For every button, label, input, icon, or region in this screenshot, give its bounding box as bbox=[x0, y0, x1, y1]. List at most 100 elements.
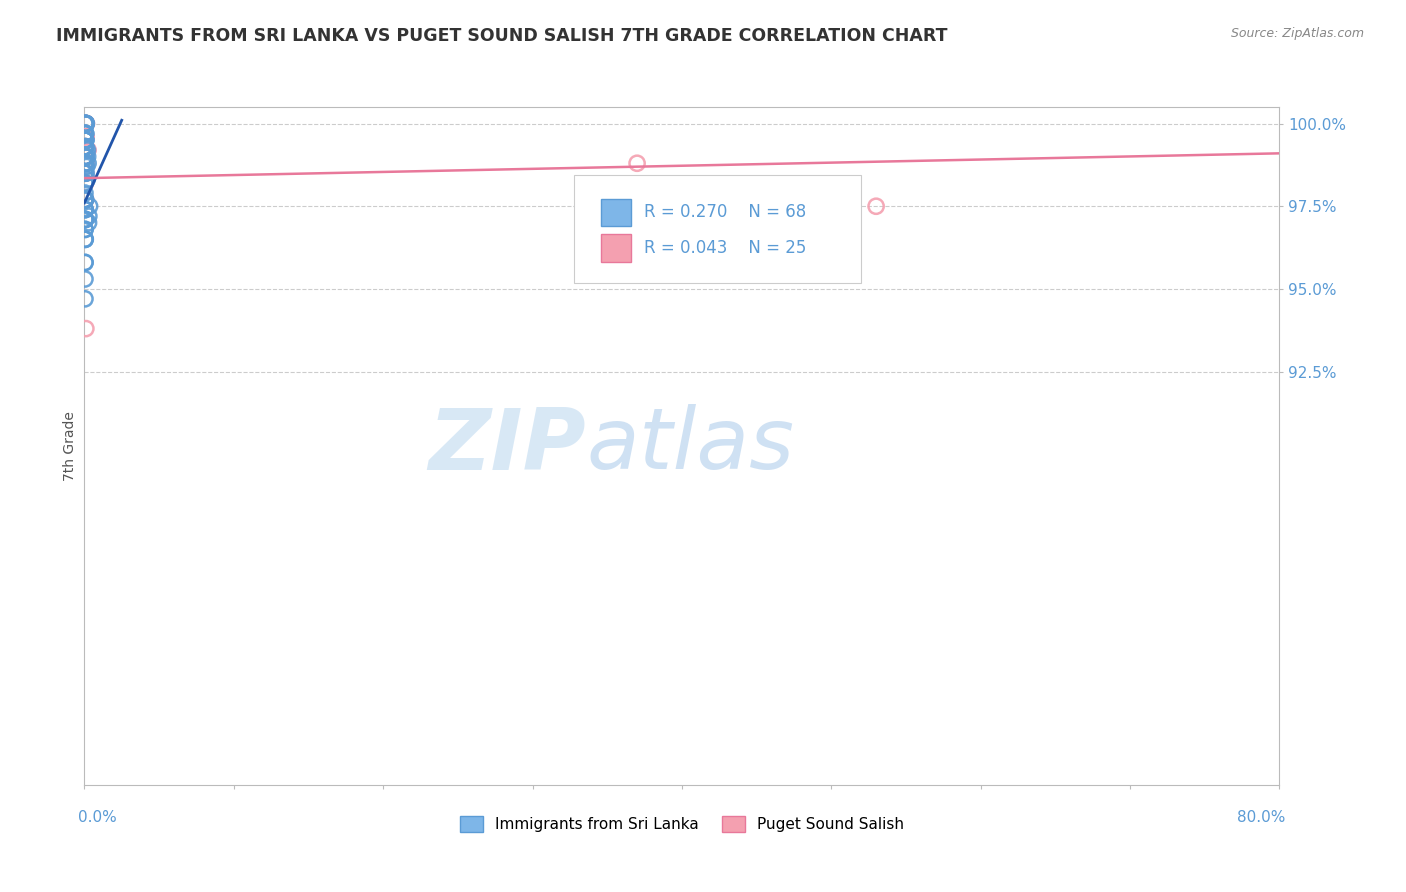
Point bbox=[75, 166, 97, 180]
Text: Source: ZipAtlas.com: Source: ZipAtlas.com bbox=[1230, 27, 1364, 40]
Point bbox=[76, 150, 98, 164]
Point bbox=[75, 193, 97, 207]
Point bbox=[73, 176, 96, 190]
Point bbox=[75, 193, 97, 207]
Point bbox=[75, 139, 97, 153]
Point bbox=[75, 117, 97, 131]
Point bbox=[75, 202, 97, 217]
Point bbox=[75, 150, 97, 164]
Bar bbox=[600, 235, 630, 261]
Point bbox=[75, 150, 97, 164]
Point bbox=[75, 255, 97, 269]
Point bbox=[73, 127, 96, 141]
Point bbox=[75, 117, 97, 131]
Point bbox=[75, 133, 97, 147]
Point bbox=[75, 117, 97, 131]
Point bbox=[75, 232, 97, 246]
Text: 80.0%: 80.0% bbox=[1237, 810, 1285, 825]
Point bbox=[75, 166, 97, 180]
Point bbox=[75, 129, 97, 144]
Point bbox=[75, 127, 97, 141]
Text: atlas: atlas bbox=[586, 404, 794, 488]
Point bbox=[76, 160, 98, 174]
Point bbox=[73, 255, 96, 269]
Point bbox=[75, 117, 97, 131]
Point bbox=[75, 127, 97, 141]
Point bbox=[75, 193, 97, 207]
Point bbox=[75, 176, 97, 190]
Point bbox=[75, 117, 97, 131]
Point bbox=[77, 209, 100, 223]
Point bbox=[75, 129, 97, 144]
Point bbox=[76, 143, 98, 157]
Point bbox=[75, 212, 97, 227]
Point bbox=[75, 212, 97, 227]
Text: 0.0%: 0.0% bbox=[79, 810, 117, 825]
Point bbox=[75, 127, 97, 141]
Point bbox=[73, 193, 96, 207]
Point bbox=[75, 156, 97, 170]
Text: ZIP: ZIP bbox=[429, 404, 586, 488]
Point bbox=[75, 133, 97, 147]
Point bbox=[75, 129, 97, 144]
Point bbox=[75, 212, 97, 227]
Point bbox=[75, 133, 97, 147]
Point bbox=[75, 150, 97, 164]
Point bbox=[77, 156, 100, 170]
Point bbox=[75, 127, 97, 141]
Point bbox=[75, 139, 97, 153]
Point bbox=[75, 117, 97, 131]
Point bbox=[75, 193, 97, 207]
Point bbox=[75, 176, 97, 190]
Point bbox=[73, 292, 96, 306]
Point bbox=[75, 139, 97, 153]
Point bbox=[75, 321, 97, 335]
Point bbox=[73, 117, 96, 131]
Point bbox=[75, 176, 97, 190]
Y-axis label: 7th Grade: 7th Grade bbox=[63, 411, 77, 481]
Point bbox=[73, 156, 96, 170]
Point bbox=[73, 212, 96, 227]
Point bbox=[73, 150, 96, 164]
Point bbox=[75, 133, 97, 147]
Point bbox=[75, 232, 97, 246]
Point bbox=[75, 139, 97, 153]
Point bbox=[865, 199, 887, 213]
Point bbox=[73, 272, 96, 286]
Point bbox=[75, 193, 97, 207]
Point bbox=[75, 150, 97, 164]
Text: IMMIGRANTS FROM SRI LANKA VS PUGET SOUND SALISH 7TH GRADE CORRELATION CHART: IMMIGRANTS FROM SRI LANKA VS PUGET SOUND… bbox=[56, 27, 948, 45]
Point bbox=[76, 173, 98, 187]
Point bbox=[75, 150, 97, 164]
Point bbox=[75, 139, 97, 153]
Point bbox=[75, 202, 97, 217]
Point bbox=[75, 117, 97, 131]
Point bbox=[75, 156, 97, 170]
Point bbox=[73, 166, 96, 180]
Bar bbox=[600, 199, 630, 226]
Point bbox=[75, 193, 97, 207]
Point bbox=[77, 143, 100, 157]
Point bbox=[79, 199, 101, 213]
Point bbox=[75, 127, 97, 141]
Text: R = 0.043    N = 25: R = 0.043 N = 25 bbox=[644, 239, 806, 257]
Point bbox=[73, 232, 96, 246]
Point bbox=[75, 117, 97, 131]
Point bbox=[75, 222, 97, 236]
Point bbox=[73, 222, 96, 236]
Legend: Immigrants from Sri Lanka, Puget Sound Salish: Immigrants from Sri Lanka, Puget Sound S… bbox=[454, 810, 910, 838]
Point bbox=[75, 166, 97, 180]
Point bbox=[626, 156, 648, 170]
Point bbox=[73, 202, 96, 217]
Point bbox=[75, 117, 97, 131]
Point bbox=[75, 150, 97, 164]
Point bbox=[75, 139, 97, 153]
Text: R = 0.270    N = 68: R = 0.270 N = 68 bbox=[644, 203, 806, 221]
Point bbox=[75, 117, 97, 131]
FancyBboxPatch shape bbox=[575, 175, 862, 284]
Point bbox=[75, 166, 97, 180]
Point bbox=[77, 216, 100, 230]
Point bbox=[75, 117, 97, 131]
Point bbox=[75, 156, 97, 170]
Point bbox=[73, 186, 96, 200]
